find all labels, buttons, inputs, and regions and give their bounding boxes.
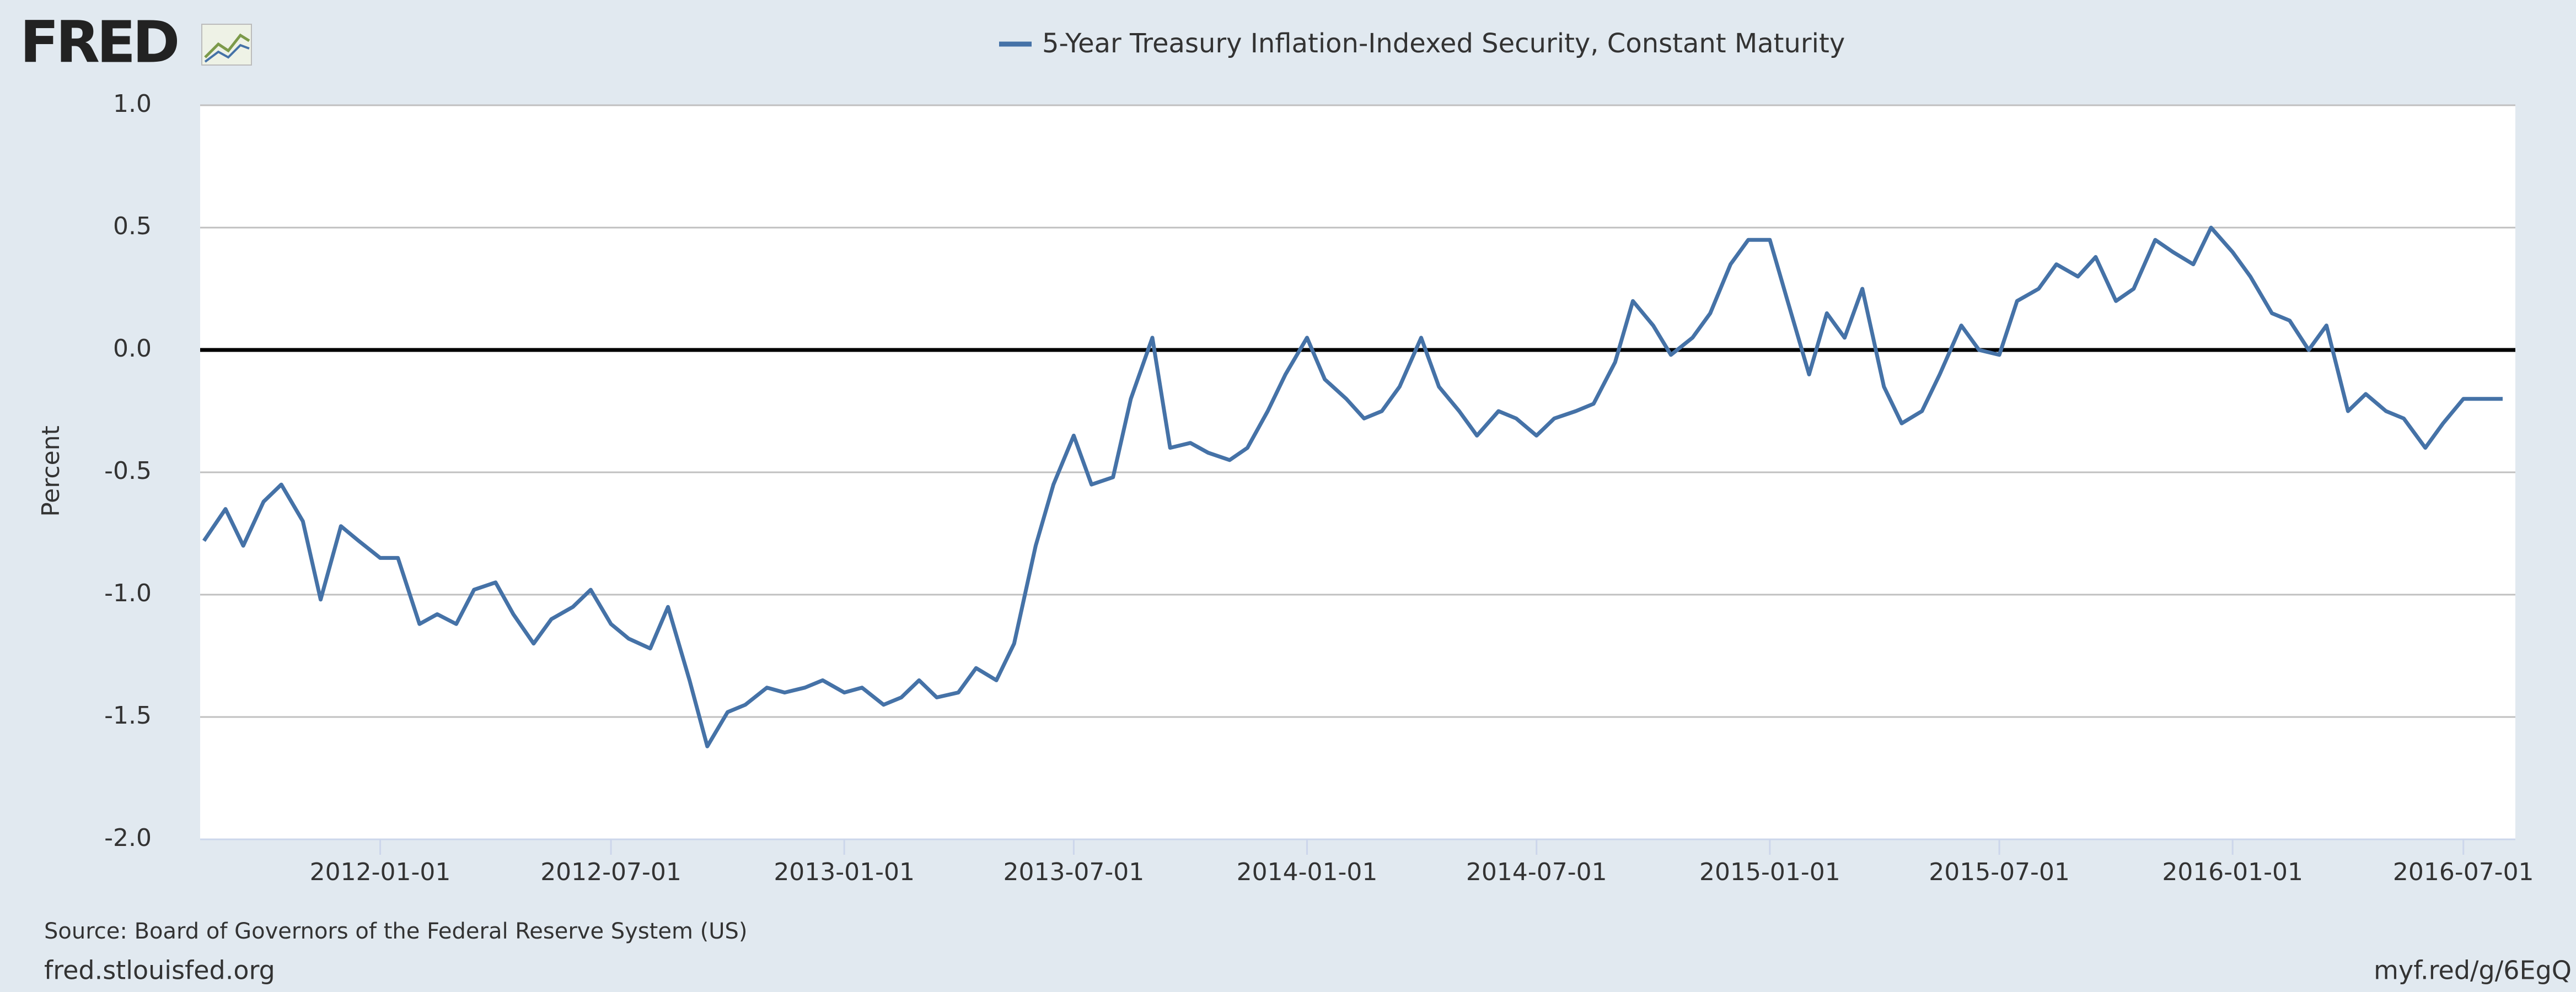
y-tick-label: -0.5 bbox=[104, 457, 152, 485]
y-tick-label: -1.0 bbox=[104, 579, 152, 607]
source: Source: Board of Governors of the Federa… bbox=[44, 919, 748, 944]
x-tick-label: 2013-01-01 bbox=[774, 858, 915, 886]
x-tick-label: 2012-01-01 bbox=[310, 858, 451, 886]
y-axis-label: Percent bbox=[37, 425, 65, 517]
series-line bbox=[202, 225, 2503, 748]
x-tick-label: 2013-07-01 bbox=[1003, 858, 1145, 886]
y-tick-label: 0.5 bbox=[113, 212, 152, 240]
legend-label: 5-Year Treasury Inflation-Indexed Securi… bbox=[1042, 28, 1845, 59]
y-tick-label: -2.0 bbox=[104, 824, 152, 852]
footer-right[interactable]: myf.red/g/6EgQ bbox=[2374, 956, 2572, 985]
x-tick-label: 2016-01-01 bbox=[2162, 858, 2303, 886]
y-tick-label: 0.0 bbox=[113, 335, 152, 363]
x-tick-label: 2015-07-01 bbox=[1929, 858, 2070, 886]
x-tick-label: 2014-01-01 bbox=[1237, 858, 1378, 886]
y-tick-label: -1.5 bbox=[104, 702, 152, 730]
x-tick-label: 2014-07-01 bbox=[1466, 858, 1607, 886]
x-tick-label: 2012-07-01 bbox=[540, 858, 681, 886]
x-tick-label: 2015-01-01 bbox=[1699, 858, 1840, 886]
logo-icon bbox=[201, 24, 252, 66]
y-tick-label: 1.0 bbox=[113, 90, 152, 118]
footer-left[interactable]: fred.stlouisfed.org bbox=[44, 956, 275, 985]
x-tick-label: 2016-07-01 bbox=[2393, 858, 2534, 886]
logo[interactable]: FRED bbox=[20, 8, 180, 76]
